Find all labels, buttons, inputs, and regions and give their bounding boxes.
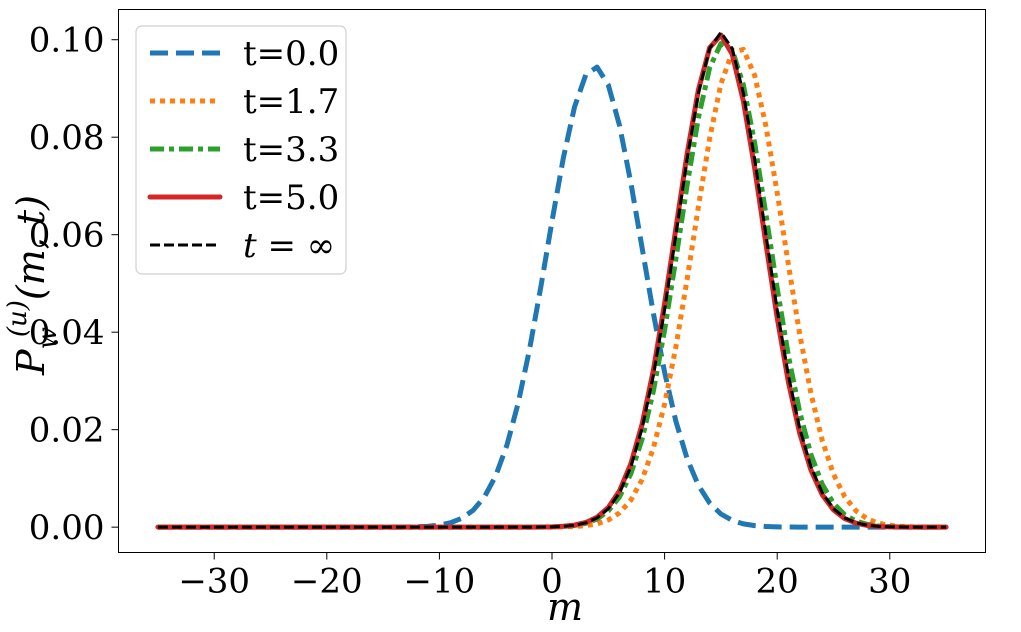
y-tick-label: 0.00: [29, 508, 105, 548]
series-line: [157, 30, 947, 529]
x-tick-label: −10: [404, 562, 476, 602]
series-line: [157, 41, 947, 530]
y-tick-label: 0.02: [29, 411, 105, 451]
x-tick-label: 0: [541, 562, 563, 602]
series-layer: [155, 30, 949, 530]
y-axis-label: Pw(u)(m, t): [3, 195, 63, 376]
legend-label: t=0.0: [243, 34, 339, 74]
legend-label: t=3.3: [243, 130, 339, 170]
legend-label: t=1.7: [243, 82, 339, 122]
y-tick-label: 0.08: [29, 118, 105, 158]
y-label-sub: w: [33, 327, 63, 349]
x-tick-label: −20: [291, 562, 363, 602]
x-tick-label: 20: [756, 562, 799, 602]
x-tick-label: −30: [178, 562, 250, 602]
svg-text:Pw(u)(m, t): Pw(u)(m, t): [3, 195, 63, 376]
x-axis-label: m: [547, 585, 583, 629]
legend: t=0.0 t=1.7 t=3.3 t=5.0 t = ∞: [135, 25, 347, 275]
y-axis: 0.00 0.02 0.04 0.06 0.08 0.10: [29, 21, 119, 548]
y-tick-label: 0.04: [29, 313, 105, 353]
y-label-args: (m, t): [9, 195, 53, 300]
x-tick-label: 10: [643, 562, 686, 602]
y-tick-label: 0.10: [29, 21, 105, 61]
legend-label: t=5.0: [243, 178, 339, 218]
y-label-base: P: [9, 348, 53, 376]
y-label-sup: (u): [3, 300, 33, 337]
legend-box: [135, 25, 347, 275]
legend-label: t = ∞: [243, 226, 335, 266]
x-axis: −30 −20 −10 0 10 20 30: [178, 552, 911, 602]
y-tick-label: 0.06: [29, 216, 105, 256]
x-tick-label: 30: [868, 562, 911, 602]
